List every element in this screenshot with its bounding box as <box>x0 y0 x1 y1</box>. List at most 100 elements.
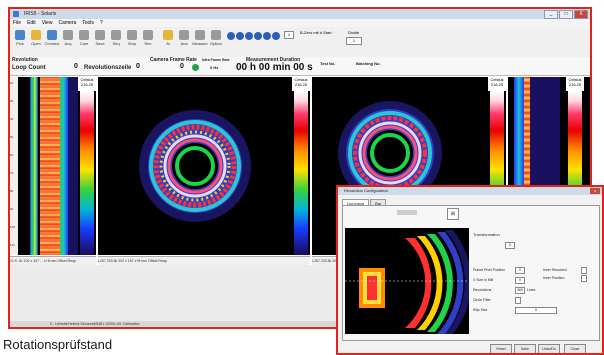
revolution-dial-strip[interactable] <box>226 31 282 41</box>
colorbar-max: 216.25 <box>490 82 504 87</box>
circle-filter-checkbox[interactable] <box>515 297 521 304</box>
field-label: Ellip Size <box>473 308 488 312</box>
acq-button[interactable]: Acq <box>60 30 76 46</box>
frame-pixel-position-input[interactable]: 0 <box>515 267 525 274</box>
maximize-button[interactable]: □ <box>559 10 573 19</box>
menu-camera[interactable]: Camera <box>58 20 77 26</box>
revolutions-label: Revolutionszeile <box>84 65 132 71</box>
preview-slider[interactable] <box>397 210 417 215</box>
transformation-input[interactable]: 0 <box>505 242 515 249</box>
checkbox-label: Inner Position <box>543 276 565 280</box>
dialog-close-button[interactable]: x <box>590 188 600 194</box>
revolutions-input[interactable]: 360 <box>515 287 525 294</box>
measure-button[interactable]: Measure <box>192 30 208 46</box>
ai-icon <box>163 30 173 40</box>
tab-bar[interactable]: Bar <box>370 199 387 207</box>
option-icon <box>211 30 221 40</box>
grid-toggle-icon[interactable]: ⊞ <box>447 208 459 220</box>
ruler-tick: 80 <box>10 189 14 193</box>
ruler-tick: 40 <box>10 117 14 121</box>
ir-frame-value: 0 Hz <box>210 65 219 70</box>
connect-button[interactable]: Connect <box>44 30 60 46</box>
colorbar-caption: Celsius 216.25 <box>566 77 584 91</box>
svg-text:·: · <box>118 224 119 228</box>
revolution-label: Revolution <box>12 57 38 63</box>
colorbar-max: 216.25 <box>80 82 94 87</box>
save-button[interactable]: Save <box>92 30 108 46</box>
colorbar-unit: Celsius <box>80 77 94 82</box>
dialog-title: Revolution Configuration <box>338 187 602 195</box>
button-label: Measure <box>192 41 208 46</box>
thermal-panel-linescan[interactable]: 20 30 40 50 60 70 80 90 100 110 Celsius 2… <box>10 77 96 255</box>
open-button[interactable]: Open <box>28 30 44 46</box>
stop-button[interactable]: Stop <box>124 30 140 46</box>
vertical-ruler: 20 30 40 50 60 70 80 90 100 110 <box>10 77 18 255</box>
undo-button[interactable]: Undo/Do <box>538 344 560 353</box>
field-label: X Size in Mill <box>473 278 494 282</box>
field-unit: Lines <box>527 288 536 292</box>
close-button[interactable]: X <box>574 10 588 19</box>
colorbar: Celsius 216.25 <box>292 77 310 255</box>
pick-button[interactable]: Pick <box>12 30 28 46</box>
ruler-tick: 30 <box>10 99 14 103</box>
thermal-panel-ring[interactable]: · · · · · Celsius 216.25 <box>98 77 310 255</box>
colorbar-max: 216.25 <box>294 82 308 87</box>
linescan-band-1 <box>30 77 38 255</box>
colorbar-caption: Celsius 216.25 <box>488 77 506 91</box>
menu-file[interactable]: File <box>13 20 22 26</box>
button-label: Cam <box>79 41 89 46</box>
menu-edit[interactable]: Edit <box>27 20 36 26</box>
transformation-label: Transformation <box>473 232 500 237</box>
rec-button[interactable]: Rec <box>140 30 156 46</box>
batch-no-label: Batching No. <box>356 61 381 66</box>
linescan-hot-band <box>524 77 530 255</box>
ruler-tick: 110 <box>10 243 15 247</box>
minimize-button[interactable]: _ <box>544 10 558 19</box>
tab-durchlauf[interactable]: Durchlauf <box>342 199 370 207</box>
record-icon <box>63 30 73 40</box>
ring-thermogram: · · · · · <box>108 86 269 238</box>
inner-revolved-checkbox[interactable] <box>581 267 587 274</box>
reset-button[interactable]: Reset <box>490 344 512 353</box>
ring-thermogram <box>338 101 442 205</box>
linescan-band-1 <box>514 77 524 255</box>
colorbar-caption: Celsius 216.25 <box>78 77 96 91</box>
button-label: Rec <box>144 41 152 46</box>
frame-input[interactable]: 1 <box>284 31 294 39</box>
ellip-size-input[interactable]: 0 <box>515 307 557 314</box>
ruler-tick: 20 <box>10 81 14 85</box>
menu-tools[interactable]: Tools <box>82 20 94 26</box>
svg-text:·: · <box>268 234 269 238</box>
ai-button[interactable]: Ai <box>160 30 176 46</box>
info-bar: Revolution Loop Count 0 Revolutionszeile… <box>10 57 590 76</box>
cam-button[interactable]: Cam <box>76 30 92 46</box>
button-label: Pick <box>16 41 24 46</box>
ruler-tick: 60 <box>10 153 14 157</box>
panel-status-2: L287 203.5k 202 x 157 x+8 mm Offset:Reap <box>98 256 310 265</box>
save-button[interactable]: Save <box>514 344 536 353</box>
loop-count-value: 0 <box>74 63 78 70</box>
button-label: Ana <box>180 41 188 46</box>
dialog-panel: ⊞ Transformation 0 Frame Pixel Position … <box>342 205 600 341</box>
analysis-icon <box>179 30 189 40</box>
status-bar: 0 - Lehrsitz/Helmut Stunzweil/5481 1000h… <box>10 321 590 327</box>
colorbar-unit: Celsius <box>568 77 582 82</box>
window-title: IRIS5 - Solaris <box>24 11 57 17</box>
analysis-button[interactable]: Ana <box>176 30 192 46</box>
x-size-input[interactable]: 0 <box>515 277 525 284</box>
svg-text:·: · <box>158 94 159 98</box>
menu-bar: File Edit View Camera Tools ? <box>10 19 590 27</box>
divide-select[interactable]: 1 <box>346 37 362 45</box>
colorbar-unit: Celsius <box>490 77 504 82</box>
option-button[interactable]: Option <box>208 30 224 46</box>
menu-view[interactable]: View <box>41 20 53 26</box>
connect-icon <box>47 30 57 40</box>
linescan-band-2 <box>60 77 68 255</box>
button-label: Option <box>210 41 222 46</box>
loop-count-label: Loop Count <box>12 65 46 71</box>
seq-button[interactable]: Seq <box>108 30 124 46</box>
menu-help[interactable]: ? <box>99 20 103 26</box>
close-dialog-button[interactable]: Close <box>564 344 586 353</box>
dialog-tabs: Durchlauf Bar <box>342 199 387 207</box>
inner-position-checkbox[interactable] <box>581 275 587 282</box>
